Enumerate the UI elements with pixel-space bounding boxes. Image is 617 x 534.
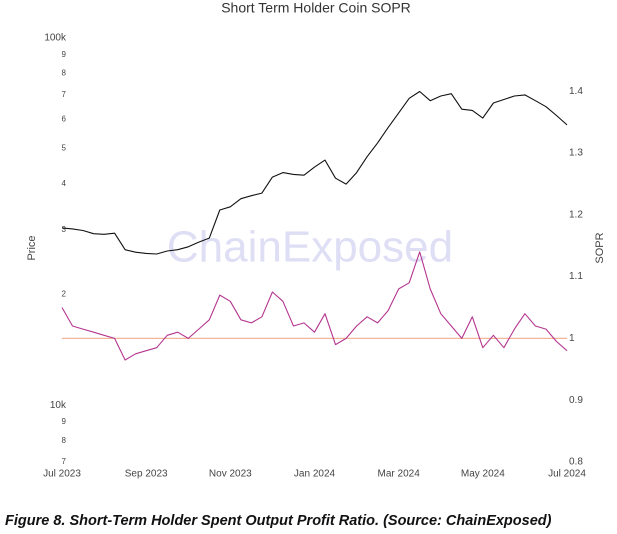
chart-title: Short Term Holder Coin SOPR: [221, 0, 411, 16]
x-tick-label: Jul 2024: [548, 469, 586, 480]
series-line: [61, 251, 568, 361]
y-tick-label: 9: [62, 417, 67, 426]
y2-tick-label: 1: [569, 333, 575, 344]
x-tick-label: Jan 2024: [294, 469, 336, 480]
series-line: [61, 90, 568, 255]
y2-axis-label: SOPR: [594, 232, 606, 263]
watermark: ChainExposed: [167, 223, 453, 272]
y-tick-label: 2: [62, 290, 67, 299]
y2-tick-label: 0.8: [569, 457, 583, 468]
y-tick-label: 100k: [44, 33, 67, 44]
y2-tick-label: 1.2: [569, 209, 583, 220]
y2-tick-label: 1.3: [569, 148, 583, 159]
x-tick-label: Nov 2023: [209, 469, 252, 480]
y-tick-label: 8: [62, 69, 67, 78]
caption: Figure 8. Short-Term Holder Spent Output…: [5, 513, 552, 529]
y2-tick-label: 1.1: [569, 271, 583, 282]
x-tick-label: Sep 2023: [125, 469, 168, 480]
y-tick-label: 9: [62, 50, 67, 59]
y2-tick-label: 1.4: [569, 86, 583, 97]
y-tick-label: 8: [62, 436, 67, 445]
y-tick-label: 6: [62, 115, 67, 124]
x-tick-label: Jul 2023: [43, 469, 81, 480]
x-tick-label: Mar 2024: [378, 469, 421, 480]
y-tick-label: 4: [62, 179, 67, 188]
y-axis-label: Price: [26, 235, 38, 260]
y-tick-label: 10k: [50, 400, 67, 411]
y-tick-label: 3: [62, 225, 67, 234]
y-tick-label: 5: [62, 144, 67, 153]
y-tick-label: 7: [62, 90, 67, 99]
y2-tick-label: 0.9: [569, 395, 583, 406]
x-tick-label: May 2024: [461, 469, 505, 480]
y-tick-label: 7: [62, 457, 67, 466]
